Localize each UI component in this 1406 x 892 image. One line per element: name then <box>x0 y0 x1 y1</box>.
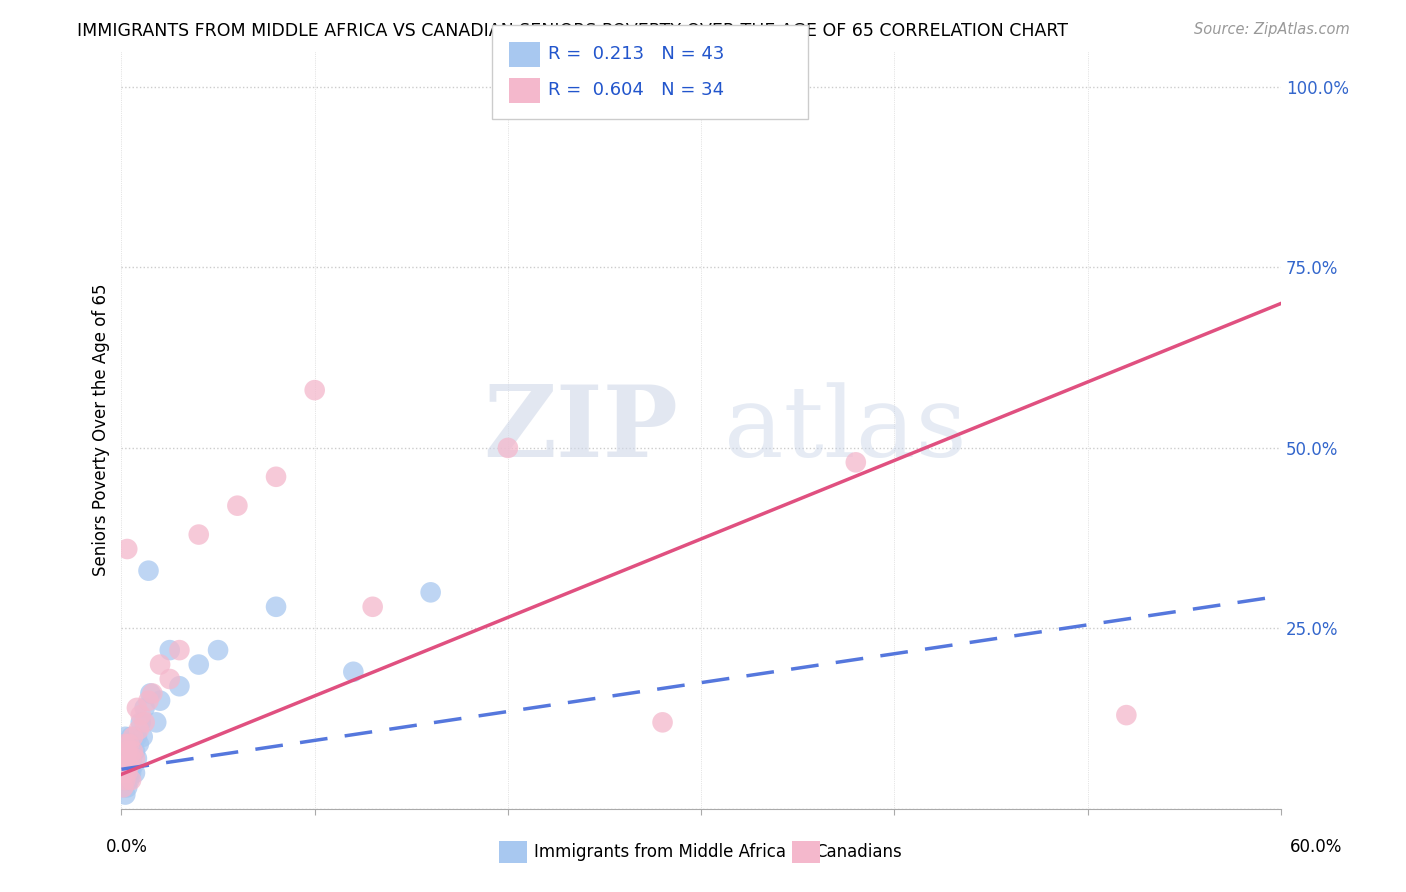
Text: R =  0.604   N = 34: R = 0.604 N = 34 <box>548 81 724 99</box>
Point <box>361 599 384 614</box>
Point <box>112 765 135 780</box>
Point <box>124 751 146 765</box>
Point <box>149 694 172 708</box>
Point <box>118 737 141 751</box>
Text: R =  0.213   N = 43: R = 0.213 N = 43 <box>548 45 724 63</box>
Point <box>115 758 138 772</box>
Point <box>169 679 191 693</box>
Point <box>112 751 135 765</box>
Point <box>138 694 160 708</box>
Point <box>112 765 135 780</box>
Point <box>159 643 181 657</box>
Point <box>226 499 249 513</box>
Point <box>114 773 136 788</box>
Point <box>112 751 135 765</box>
Point <box>118 758 141 772</box>
Point <box>112 780 135 795</box>
Point <box>304 383 326 397</box>
Point <box>141 686 163 700</box>
Text: ZIP: ZIP <box>484 382 678 478</box>
Point <box>128 723 150 737</box>
Point <box>122 758 145 772</box>
Point <box>264 599 287 614</box>
Point <box>264 470 287 484</box>
Point <box>496 441 519 455</box>
Point <box>134 715 156 730</box>
Point <box>122 744 145 758</box>
Point <box>131 730 153 744</box>
Point <box>112 773 135 788</box>
Point <box>120 751 142 765</box>
Point <box>129 715 152 730</box>
Point <box>1115 708 1137 723</box>
Point <box>114 744 136 758</box>
Point <box>118 773 141 788</box>
Point <box>112 758 135 772</box>
Point <box>120 730 142 744</box>
Point <box>342 665 364 679</box>
Point <box>419 585 441 599</box>
Point <box>114 765 136 780</box>
Point <box>114 737 136 751</box>
Point <box>134 701 156 715</box>
Point <box>145 715 167 730</box>
Point <box>115 541 138 556</box>
Text: Immigrants from Middle Africa: Immigrants from Middle Africa <box>534 843 786 861</box>
Text: Canadians: Canadians <box>815 843 903 861</box>
Text: IMMIGRANTS FROM MIDDLE AFRICA VS CANADIAN SENIORS POVERTY OVER THE AGE OF 65 COR: IMMIGRANTS FROM MIDDLE AFRICA VS CANADIA… <box>77 22 1069 40</box>
Point <box>115 780 138 795</box>
Point <box>187 527 209 541</box>
Point <box>125 751 148 765</box>
Point <box>114 788 136 802</box>
Point <box>118 765 141 780</box>
Text: 60.0%: 60.0% <box>1291 838 1343 855</box>
Point <box>124 765 146 780</box>
Point <box>118 744 141 758</box>
Point <box>187 657 209 672</box>
Point <box>122 737 145 751</box>
Text: atlas: atlas <box>724 382 967 478</box>
Point <box>115 751 138 765</box>
Point <box>114 758 136 772</box>
Point <box>651 715 673 730</box>
Point <box>138 564 160 578</box>
Point <box>115 737 138 751</box>
Point <box>115 744 138 758</box>
Point <box>122 730 145 744</box>
Point <box>845 455 868 469</box>
Point <box>128 737 150 751</box>
Point <box>169 643 191 657</box>
Point <box>139 686 162 700</box>
Point <box>125 701 148 715</box>
Point <box>207 643 229 657</box>
Point <box>129 708 152 723</box>
Point <box>114 773 136 788</box>
Point <box>159 672 181 686</box>
Point <box>114 758 136 772</box>
Point <box>115 773 138 788</box>
Point <box>114 730 136 744</box>
Point <box>120 765 142 780</box>
Y-axis label: Seniors Poverty Over the Age of 65: Seniors Poverty Over the Age of 65 <box>93 284 110 576</box>
Text: 0.0%: 0.0% <box>105 838 148 855</box>
Point <box>125 730 148 744</box>
Point <box>120 773 142 788</box>
Point <box>149 657 172 672</box>
Text: Source: ZipAtlas.com: Source: ZipAtlas.com <box>1194 22 1350 37</box>
Point <box>124 744 146 758</box>
Point <box>115 765 138 780</box>
Point <box>120 751 142 765</box>
Point <box>112 780 135 795</box>
